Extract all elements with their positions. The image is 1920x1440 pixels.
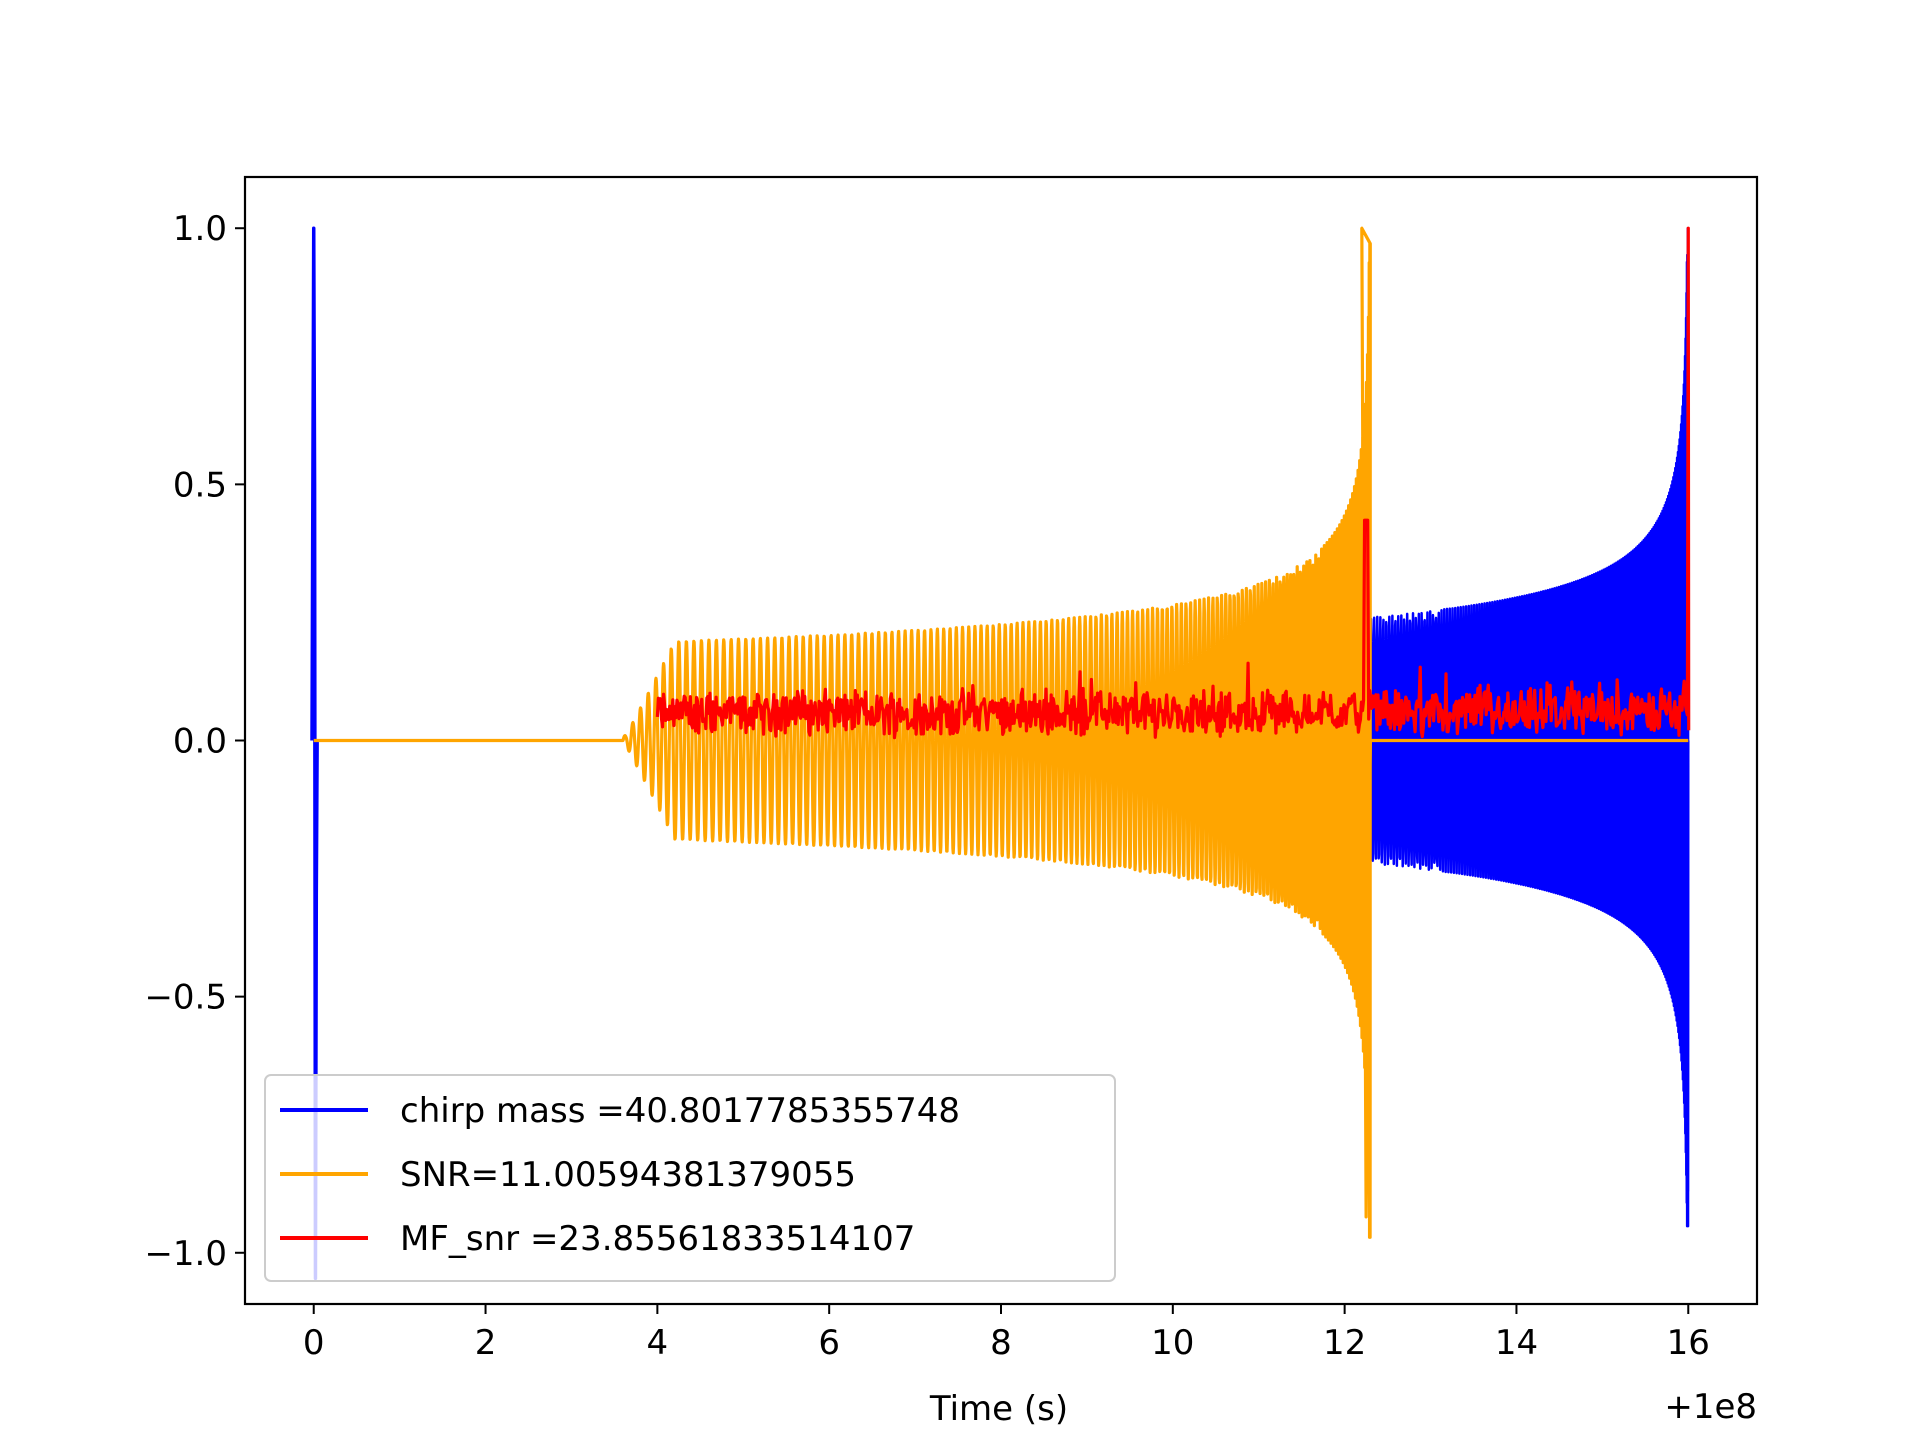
y-tick-label: 1.0 xyxy=(173,209,227,249)
x-tick-label: 6 xyxy=(818,1323,840,1363)
legend: chirp mass =40.8017785355748 SNR=11.0059… xyxy=(264,1074,1116,1282)
series-mf-snr xyxy=(655,226,1691,740)
legend-label-mfsnr: MF_snr =23.85561833514107 xyxy=(400,1219,915,1259)
x-offset-label: +1e8 xyxy=(1664,1387,1757,1427)
x-tick-label: 0 xyxy=(303,1323,325,1363)
x-tick-label: 2 xyxy=(475,1323,497,1363)
x-tick-label: 4 xyxy=(647,1323,669,1363)
y-axis: 1.0 0.5 0.0 −0.5 −1.0 xyxy=(144,209,245,1274)
legend-box xyxy=(264,1074,1116,1282)
x-axis-label: Time (s) xyxy=(929,1389,1068,1429)
x-axis: 0 2 4 6 8 10 12 14 16 xyxy=(303,1304,1710,1363)
y-tick-label: −0.5 xyxy=(144,978,227,1018)
legend-label-chirp: chirp mass =40.8017785355748 xyxy=(400,1091,960,1131)
x-tick-label: 8 xyxy=(990,1323,1012,1363)
y-tick-label: 0.0 xyxy=(173,722,227,762)
y-tick-label: −1.0 xyxy=(144,1234,227,1274)
y-tick-label: 0.5 xyxy=(173,465,227,505)
series-chirp-mass-spike xyxy=(310,226,319,1281)
legend-label-snr: SNR=11.00594381379055 xyxy=(400,1155,856,1195)
x-tick-label: 16 xyxy=(1667,1323,1710,1363)
series-layer xyxy=(310,226,1691,1281)
x-tick-label: 14 xyxy=(1495,1323,1538,1363)
x-tick-label: 10 xyxy=(1151,1323,1194,1363)
x-tick-label: 12 xyxy=(1323,1323,1366,1363)
